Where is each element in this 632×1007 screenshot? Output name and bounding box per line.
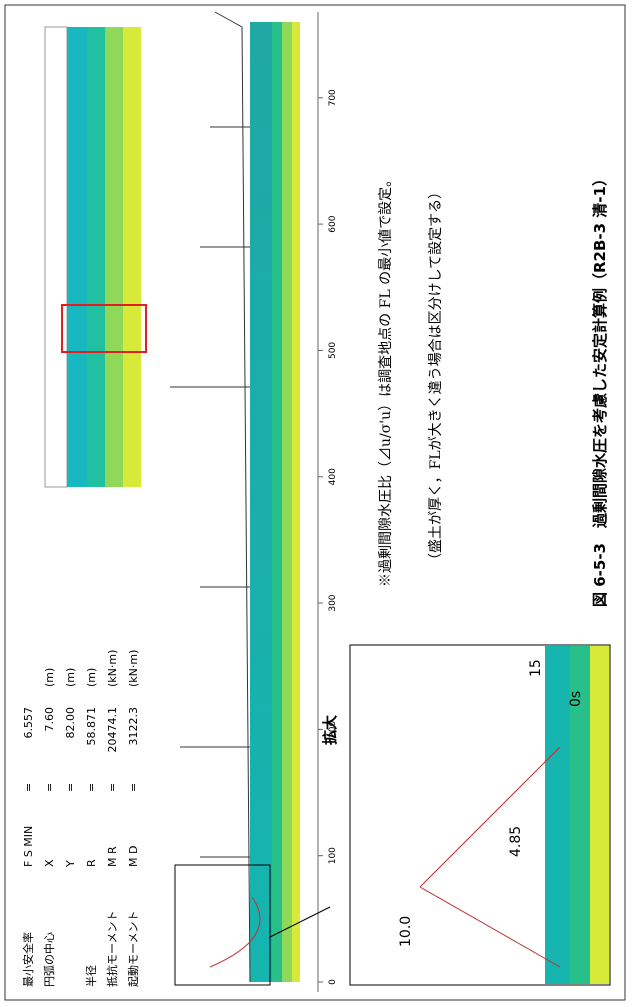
zoom-inset: 10.0 15 4.85 0s bbox=[349, 644, 611, 986]
param-cell: = bbox=[85, 783, 98, 792]
param-cell: 半径 bbox=[84, 965, 98, 987]
ground-section: 0 100 200 300 400 500 600 700 bbox=[170, 11, 338, 992]
tick-label: 300 bbox=[328, 594, 338, 611]
param-cell: 最小安全率 bbox=[21, 932, 35, 987]
param-cell: = bbox=[22, 783, 35, 792]
param-cell: X bbox=[43, 859, 56, 867]
param-cell: 抵抗モーメント bbox=[105, 910, 119, 987]
param-cell: 82.00 bbox=[64, 707, 77, 739]
param-cell: 3122.3 bbox=[127, 707, 140, 746]
zoom-text: 15 bbox=[528, 659, 544, 677]
param-cell: = bbox=[43, 783, 56, 792]
param-cell: = bbox=[64, 783, 77, 792]
param-cell: M D bbox=[127, 846, 140, 867]
param-cell: 起動モーメント bbox=[126, 910, 140, 987]
tick-label: 0 bbox=[328, 979, 338, 985]
tick-label: 500 bbox=[328, 342, 338, 359]
param-cell: (m) bbox=[85, 668, 98, 687]
param-cell: (kN·m) bbox=[106, 650, 119, 687]
param-cell: 7.60 bbox=[43, 707, 56, 732]
param-cell: F S MIN bbox=[22, 826, 35, 867]
zoom-text: 0s bbox=[568, 691, 584, 707]
param-cell: 6.557 bbox=[22, 707, 35, 739]
caption: 図 6-5-3 過剰間隙水圧を考慮した安定計算例（R2B-3 清-1） bbox=[591, 171, 609, 607]
param-cell: (m) bbox=[43, 668, 56, 687]
param-cell: 20474.1 bbox=[106, 707, 119, 753]
note: （盛土が厚く，FLが大きく違う場合は区分けして設定する） bbox=[428, 185, 444, 567]
parameters: 最小安全率 F S MIN = 6.557 円弧の中心 X = 7.60 (m) Y = 82.00 (… bbox=[21, 650, 140, 987]
tick-label: 700 bbox=[328, 89, 338, 106]
param-cell: = bbox=[127, 783, 140, 792]
param-cell: 円弧の中心 bbox=[42, 932, 56, 987]
tick-label: 200 bbox=[328, 721, 338, 738]
note: ※過剰間隙水圧比（⊿u/σ'u）は調査地点の FL の最小値で設定。 bbox=[378, 173, 394, 587]
param-cell: = bbox=[106, 783, 119, 792]
param-cell: 58.871 bbox=[85, 707, 98, 746]
zoom-source bbox=[174, 864, 271, 986]
param-cell: (m) bbox=[64, 668, 77, 687]
param-cell: M R bbox=[106, 846, 119, 867]
param-cell: (kN·m) bbox=[127, 650, 140, 687]
page-border bbox=[4, 4, 626, 1001]
soil-table bbox=[44, 26, 147, 488]
tick-label: 600 bbox=[328, 215, 338, 232]
zoom-label: 拡大 bbox=[321, 715, 339, 745]
param-cell: R bbox=[85, 859, 98, 867]
tick-label: 100 bbox=[328, 847, 338, 864]
tick-label: 400 bbox=[328, 468, 338, 485]
zoom-text: 4.85 bbox=[508, 826, 524, 857]
zoom-text: 10.0 bbox=[398, 916, 414, 947]
param-cell: Y bbox=[64, 860, 77, 868]
zoom-arrow bbox=[269, 906, 331, 938]
